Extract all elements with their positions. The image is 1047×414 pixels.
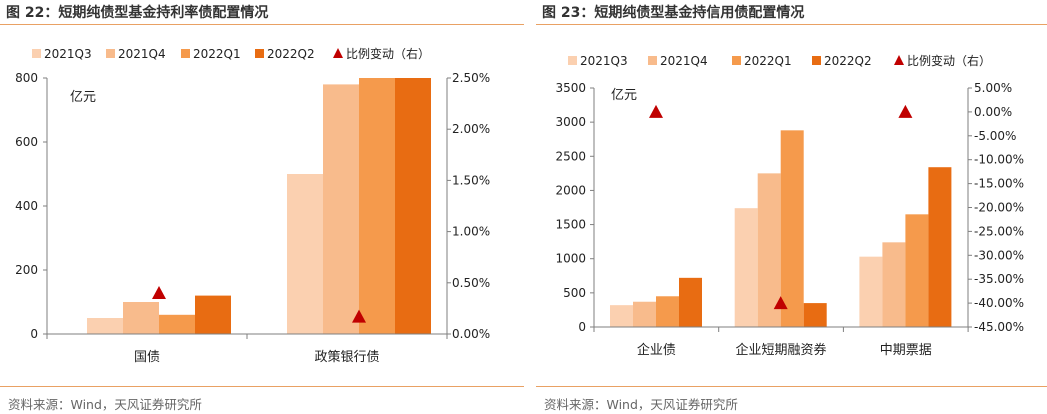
legend-swatch	[568, 56, 577, 65]
y-tick-label: 0	[578, 320, 586, 334]
bar	[734, 208, 758, 327]
bar	[323, 84, 359, 335]
y2-tick-label: -15.00%	[974, 177, 1024, 191]
bar	[633, 301, 656, 327]
y2-tick-label: -45.00%	[974, 320, 1024, 334]
y2-tick-label: 0.00%	[974, 105, 1012, 119]
bar	[610, 305, 633, 327]
title-rule	[536, 24, 1047, 25]
legend-label: 比例变动（右）	[346, 46, 430, 61]
ratio-change-marker	[773, 296, 788, 310]
bar	[882, 242, 906, 327]
y2-tick-label: 0.50%	[452, 276, 490, 290]
y-tick-label: 2000	[555, 183, 586, 197]
rate-bond-chart: 2021Q3 2021Q4 2022Q1 2022Q2 比例变动（右） 亿元 0 200 400…	[15, 46, 490, 365]
legend-swatch	[732, 56, 741, 65]
chart-panel-right: 图 23：短期纯债型基金持信用债配置情况 2021Q3 2021Q4 2022Q1 2…	[536, 0, 1047, 414]
y2-tick-label: -10.00%	[974, 153, 1024, 167]
category-label: 政策银行债	[314, 349, 379, 365]
y2-tick-label: 0.00%	[452, 327, 490, 341]
source-rule	[0, 386, 524, 387]
legend-swatch	[255, 49, 264, 58]
y-tick-label: 3500	[555, 81, 586, 95]
legend-label: 2022Q2	[824, 54, 872, 68]
legend-label: 比例变动（右）	[907, 53, 991, 68]
y2-tick-label: 2.50%	[452, 71, 490, 85]
bar	[803, 303, 827, 327]
bar	[905, 214, 929, 327]
y2-tick-label: 1.00%	[452, 225, 490, 239]
y-tick-label: 3000	[555, 115, 586, 129]
y2-tick-label: -5.00%	[974, 129, 1016, 143]
bar	[123, 302, 159, 334]
legend-label: 2021Q4	[660, 54, 708, 68]
y2-tick-label: -40.00%	[974, 296, 1024, 310]
legend-label: 2021Q3	[44, 47, 92, 61]
y-tick-label: 200	[15, 263, 38, 277]
legend-marker-icon	[894, 55, 904, 65]
y2-tick-label: 1.50%	[452, 173, 490, 187]
bar	[359, 78, 395, 334]
bar	[395, 78, 431, 334]
source-note: 资料来源：Wind，天风证券研究所	[544, 397, 738, 412]
ratio-change-marker	[649, 104, 663, 118]
ratio-change-marker	[898, 104, 913, 118]
category-label: 国债	[134, 350, 160, 365]
bar	[757, 173, 781, 327]
y2-tick-label: 2.00%	[452, 122, 490, 136]
y-tick-label: 2500	[555, 149, 586, 163]
figure-title: 图 22：短期纯债型基金持利率债配置情况	[6, 5, 269, 21]
figure-title: 图 23：短期纯债型基金持信用债配置情况	[542, 5, 805, 21]
source-rule	[536, 386, 1047, 387]
ratio-change-marker	[152, 286, 166, 300]
chart-panel-left: 图 22：短期纯债型基金持利率债配置情况 2021Q3 2021Q4 2022Q1 2…	[0, 5, 524, 412]
y-tick-label: 400	[15, 199, 38, 213]
unit-label: 亿元	[70, 90, 96, 105]
y-tick-label: 1500	[555, 218, 586, 232]
legend-swatch	[181, 49, 190, 58]
legend-label: 2021Q3	[580, 54, 628, 68]
bar	[780, 130, 804, 327]
y-tick-label: 600	[15, 135, 38, 149]
legend-marker-icon	[333, 48, 343, 58]
y-tick-label: 800	[15, 71, 38, 85]
y2-tick-label: 5.00%	[974, 81, 1012, 95]
title-rule	[0, 24, 524, 25]
y-tick-label: 0	[30, 327, 38, 341]
legend-label: 2022Q1	[744, 54, 792, 68]
y-tick-label: 500	[563, 286, 586, 300]
legend-label: 2021Q4	[118, 47, 166, 61]
ratio-change-marker	[352, 309, 366, 323]
credit-bond-chart: 2021Q3 2021Q4 2022Q1 2022Q2 比例变动（右） 亿元 0 500 100…	[555, 53, 1024, 358]
bar	[656, 296, 679, 327]
bar	[859, 256, 883, 327]
legend-label: 2022Q2	[267, 47, 315, 61]
category-label: 中期票据	[880, 343, 932, 358]
y2-tick-label: -30.00%	[974, 248, 1024, 262]
unit-label: 亿元	[611, 88, 637, 103]
legend-label: 2022Q1	[193, 47, 241, 61]
bar	[159, 314, 195, 334]
bar	[679, 277, 702, 327]
legend-swatch	[648, 56, 657, 65]
y-tick-label: 1000	[555, 252, 586, 266]
y2-tick-label: -25.00%	[974, 224, 1024, 238]
legend-swatch	[106, 49, 115, 58]
y2-tick-label: -20.00%	[974, 201, 1024, 215]
legend-swatch	[32, 49, 41, 58]
category-label: 企业债	[637, 342, 676, 358]
bar	[195, 295, 231, 334]
source-note: 资料来源：Wind，天风证券研究所	[8, 397, 202, 412]
bar	[928, 167, 952, 327]
bar	[87, 318, 123, 334]
y2-tick-label: -35.00%	[974, 272, 1024, 286]
bar	[287, 174, 323, 334]
category-label: 企业短期融资券	[736, 342, 827, 358]
legend-swatch	[812, 56, 821, 65]
